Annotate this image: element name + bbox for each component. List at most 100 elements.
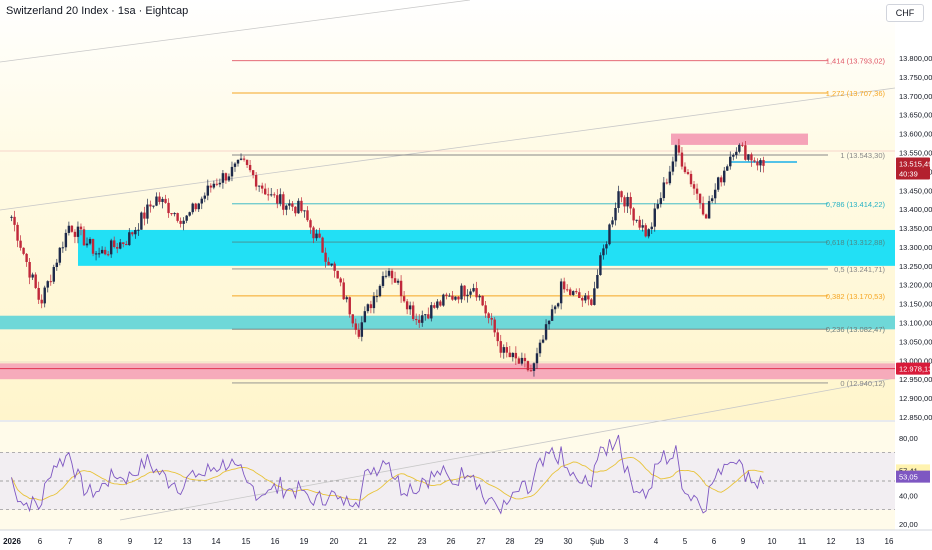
candle-body[interactable]	[662, 182, 666, 199]
candle-body[interactable]	[339, 278, 342, 283]
candle-body[interactable]	[421, 315, 424, 323]
candle-body[interactable]	[13, 216, 16, 225]
candle-body[interactable]	[399, 280, 403, 297]
candle-body[interactable]	[481, 295, 484, 306]
candle-body[interactable]	[73, 231, 77, 237]
candle-body[interactable]	[58, 247, 62, 263]
candle-body[interactable]	[282, 194, 285, 210]
candle-body[interactable]	[710, 198, 714, 202]
candle-body[interactable]	[188, 212, 191, 216]
candle-body[interactable]	[321, 237, 324, 253]
candle-body[interactable]	[556, 303, 560, 307]
candle-body[interactable]	[596, 274, 599, 289]
candle-body[interactable]	[369, 304, 373, 309]
candle-body[interactable]	[230, 166, 234, 177]
candle-body[interactable]	[128, 232, 131, 246]
candle-body[interactable]	[647, 229, 650, 237]
candle-body[interactable]	[46, 281, 49, 288]
candle-body[interactable]	[125, 244, 128, 246]
candle-body[interactable]	[203, 195, 206, 199]
candle-body[interactable]	[644, 225, 647, 237]
candle-body[interactable]	[25, 253, 28, 262]
candle-body[interactable]	[559, 281, 563, 304]
candle-body[interactable]	[221, 173, 225, 183]
candle-body[interactable]	[185, 215, 188, 221]
candle-body[interactable]	[164, 198, 167, 203]
candle-body[interactable]	[454, 296, 457, 300]
candle-body[interactable]	[593, 288, 596, 305]
candle-body[interactable]	[499, 341, 502, 353]
currency-button[interactable]: CHF	[886, 4, 924, 22]
candle-body[interactable]	[251, 170, 255, 176]
candle-body[interactable]	[103, 249, 107, 255]
candle-body[interactable]	[61, 247, 65, 249]
candle-body[interactable]	[493, 319, 496, 333]
candle-body[interactable]	[242, 158, 246, 160]
candle-body[interactable]	[191, 203, 194, 213]
candle-body[interactable]	[753, 160, 756, 162]
candle-body[interactable]	[726, 166, 729, 171]
candle-body[interactable]	[312, 227, 315, 239]
candle-body[interactable]	[254, 175, 258, 187]
candle-body[interactable]	[762, 160, 765, 166]
candle-body[interactable]	[741, 144, 744, 146]
candle-body[interactable]	[523, 357, 527, 362]
candle-body[interactable]	[116, 247, 119, 249]
candle-body[interactable]	[668, 171, 672, 184]
candle-body[interactable]	[100, 249, 104, 254]
candle-body[interactable]	[538, 342, 542, 354]
candle-body[interactable]	[112, 240, 116, 248]
cyan-demand-zone[interactable]	[78, 229, 895, 266]
candle-body[interactable]	[629, 196, 632, 209]
candle-body[interactable]	[67, 225, 71, 233]
red-zone-tag[interactable]	[896, 362, 930, 375]
candle-body[interactable]	[134, 229, 137, 235]
candle-body[interactable]	[529, 370, 533, 372]
candle-body[interactable]	[430, 305, 433, 319]
candle-body[interactable]	[64, 232, 68, 248]
candle-body[interactable]	[324, 252, 327, 262]
candle-body[interactable]	[544, 324, 548, 340]
candle-body[interactable]	[677, 145, 681, 153]
candle-body[interactable]	[701, 203, 705, 215]
candle-body[interactable]	[575, 291, 578, 293]
candle-body[interactable]	[608, 224, 611, 245]
candle-body[interactable]	[276, 195, 279, 204]
candle-body[interactable]	[408, 305, 412, 310]
candle-body[interactable]	[614, 207, 617, 221]
candle-body[interactable]	[427, 314, 430, 319]
candle-body[interactable]	[28, 261, 31, 278]
candle-body[interactable]	[375, 296, 379, 298]
candle-body[interactable]	[433, 305, 436, 308]
candle-body[interactable]	[602, 248, 605, 256]
candle-body[interactable]	[10, 216, 13, 218]
candle-body[interactable]	[723, 170, 726, 183]
candle-body[interactable]	[55, 262, 59, 268]
candle-body[interactable]	[149, 204, 152, 207]
candle-body[interactable]	[360, 322, 364, 337]
time-axis[interactable]	[0, 530, 932, 550]
candles-group[interactable]	[10, 138, 765, 377]
candle-body[interactable]	[257, 185, 261, 187]
candle-body[interactable]	[460, 285, 463, 300]
candle-body[interactable]	[363, 311, 367, 323]
candle-body[interactable]	[215, 183, 219, 185]
candle-body[interactable]	[76, 226, 80, 237]
candle-body[interactable]	[418, 319, 421, 323]
candle-body[interactable]	[336, 270, 339, 279]
candle-body[interactable]	[79, 226, 83, 230]
candle-body[interactable]	[535, 353, 539, 364]
symbol-title[interactable]: Switzerland 20 Index · 1sa · Eightcap	[6, 5, 189, 17]
rsi-ma-tag[interactable]	[896, 470, 930, 483]
candle-body[interactable]	[623, 197, 626, 207]
rsi-line[interactable]	[11, 434, 764, 515]
candle-body[interactable]	[182, 220, 185, 224]
candle-body[interactable]	[402, 296, 406, 302]
candle-body[interactable]	[306, 210, 309, 221]
candle-body[interactable]	[303, 210, 306, 212]
candle-body[interactable]	[34, 274, 37, 288]
candle-body[interactable]	[315, 233, 318, 239]
candle-body[interactable]	[200, 198, 203, 204]
candle-body[interactable]	[173, 213, 176, 215]
